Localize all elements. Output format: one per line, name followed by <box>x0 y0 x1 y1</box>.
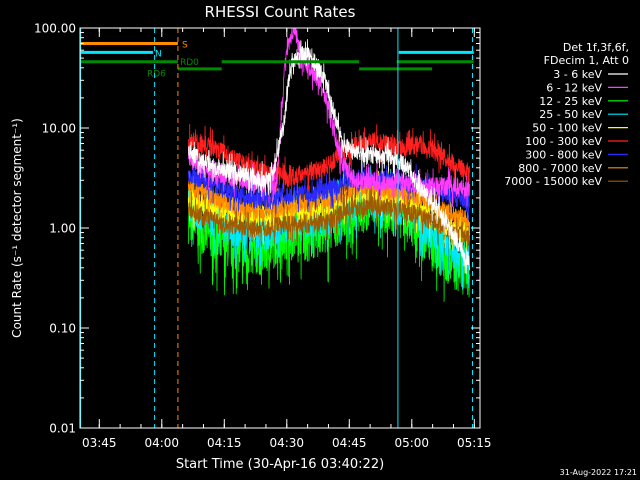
x-axis-ticks: 03:45 04:00 04:15 04:30 04:45 05:00 05:15 <box>82 28 492 450</box>
data-traces <box>187 27 470 302</box>
x-tick-label: 04:00 <box>144 436 179 450</box>
flag-rd6-label: RD6 <box>147 70 166 80</box>
legend: Det 1f,3f,6f, FDecim 1, Att 0 3 - 6 keV6… <box>504 41 629 188</box>
flag-s-label: S <box>182 40 188 50</box>
x-axis-label: Start Time (30-Apr-16 03:40:22) <box>176 457 384 472</box>
flag-n-label: N <box>155 49 162 59</box>
legend-label-7: 300 - 800 keV <box>525 148 602 161</box>
y-tick-label: 0.01 <box>49 422 76 436</box>
legend-header-1: Det 1f,3f,6f, <box>563 41 629 54</box>
x-tick-label: 03:45 <box>82 436 117 450</box>
legend-label-4: 25 - 50 keV <box>539 108 602 121</box>
x-tick-label: 04:30 <box>269 436 304 450</box>
flag-rd0-label: RD0 <box>180 58 199 68</box>
chart-title: RHESSI Count Rates <box>205 3 356 21</box>
legend-label-8: 800 - 7000 keV <box>518 162 602 175</box>
series-7000-15000-kev-line <box>187 184 470 253</box>
y-tick-label: 1.00 <box>49 222 76 236</box>
y-axis-label: Count Rate (s⁻¹ detector segment⁻¹) <box>10 118 24 338</box>
x-tick-label: 04:15 <box>207 436 242 450</box>
x-tick-label: 05:15 <box>457 436 492 450</box>
legend-header-2: FDecim 1, Att 0 <box>544 54 629 67</box>
x-tick-label: 04:45 <box>332 436 367 450</box>
legend-label-3: 12 - 25 keV <box>539 95 602 108</box>
y-tick-label: 100.00 <box>34 22 76 36</box>
attenuator-flag-bars: S N RD6 RD0 <box>80 40 474 80</box>
x-tick-label: 05:00 <box>394 436 429 450</box>
legend-label-2: 6 - 12 keV <box>546 81 602 94</box>
series-100-300-kev-line <box>187 123 470 196</box>
legend-label-5: 50 - 100 keV <box>532 122 602 135</box>
y-axis-ticks: 100.00 10.00 1.00 0.10 0.01 <box>34 22 480 436</box>
footer-timestamp: 31-Aug-2022 17:21 <box>560 468 637 477</box>
legend-label-9: 7000 - 15000 keV <box>504 175 602 188</box>
series-3-6-kev-line <box>187 39 470 275</box>
y-tick-label: 10.00 <box>42 122 76 136</box>
legend-label-6: 100 - 300 keV <box>525 135 602 148</box>
legend-label-1: 3 - 6 keV <box>553 68 602 81</box>
y-tick-label: 0.10 <box>49 322 76 336</box>
